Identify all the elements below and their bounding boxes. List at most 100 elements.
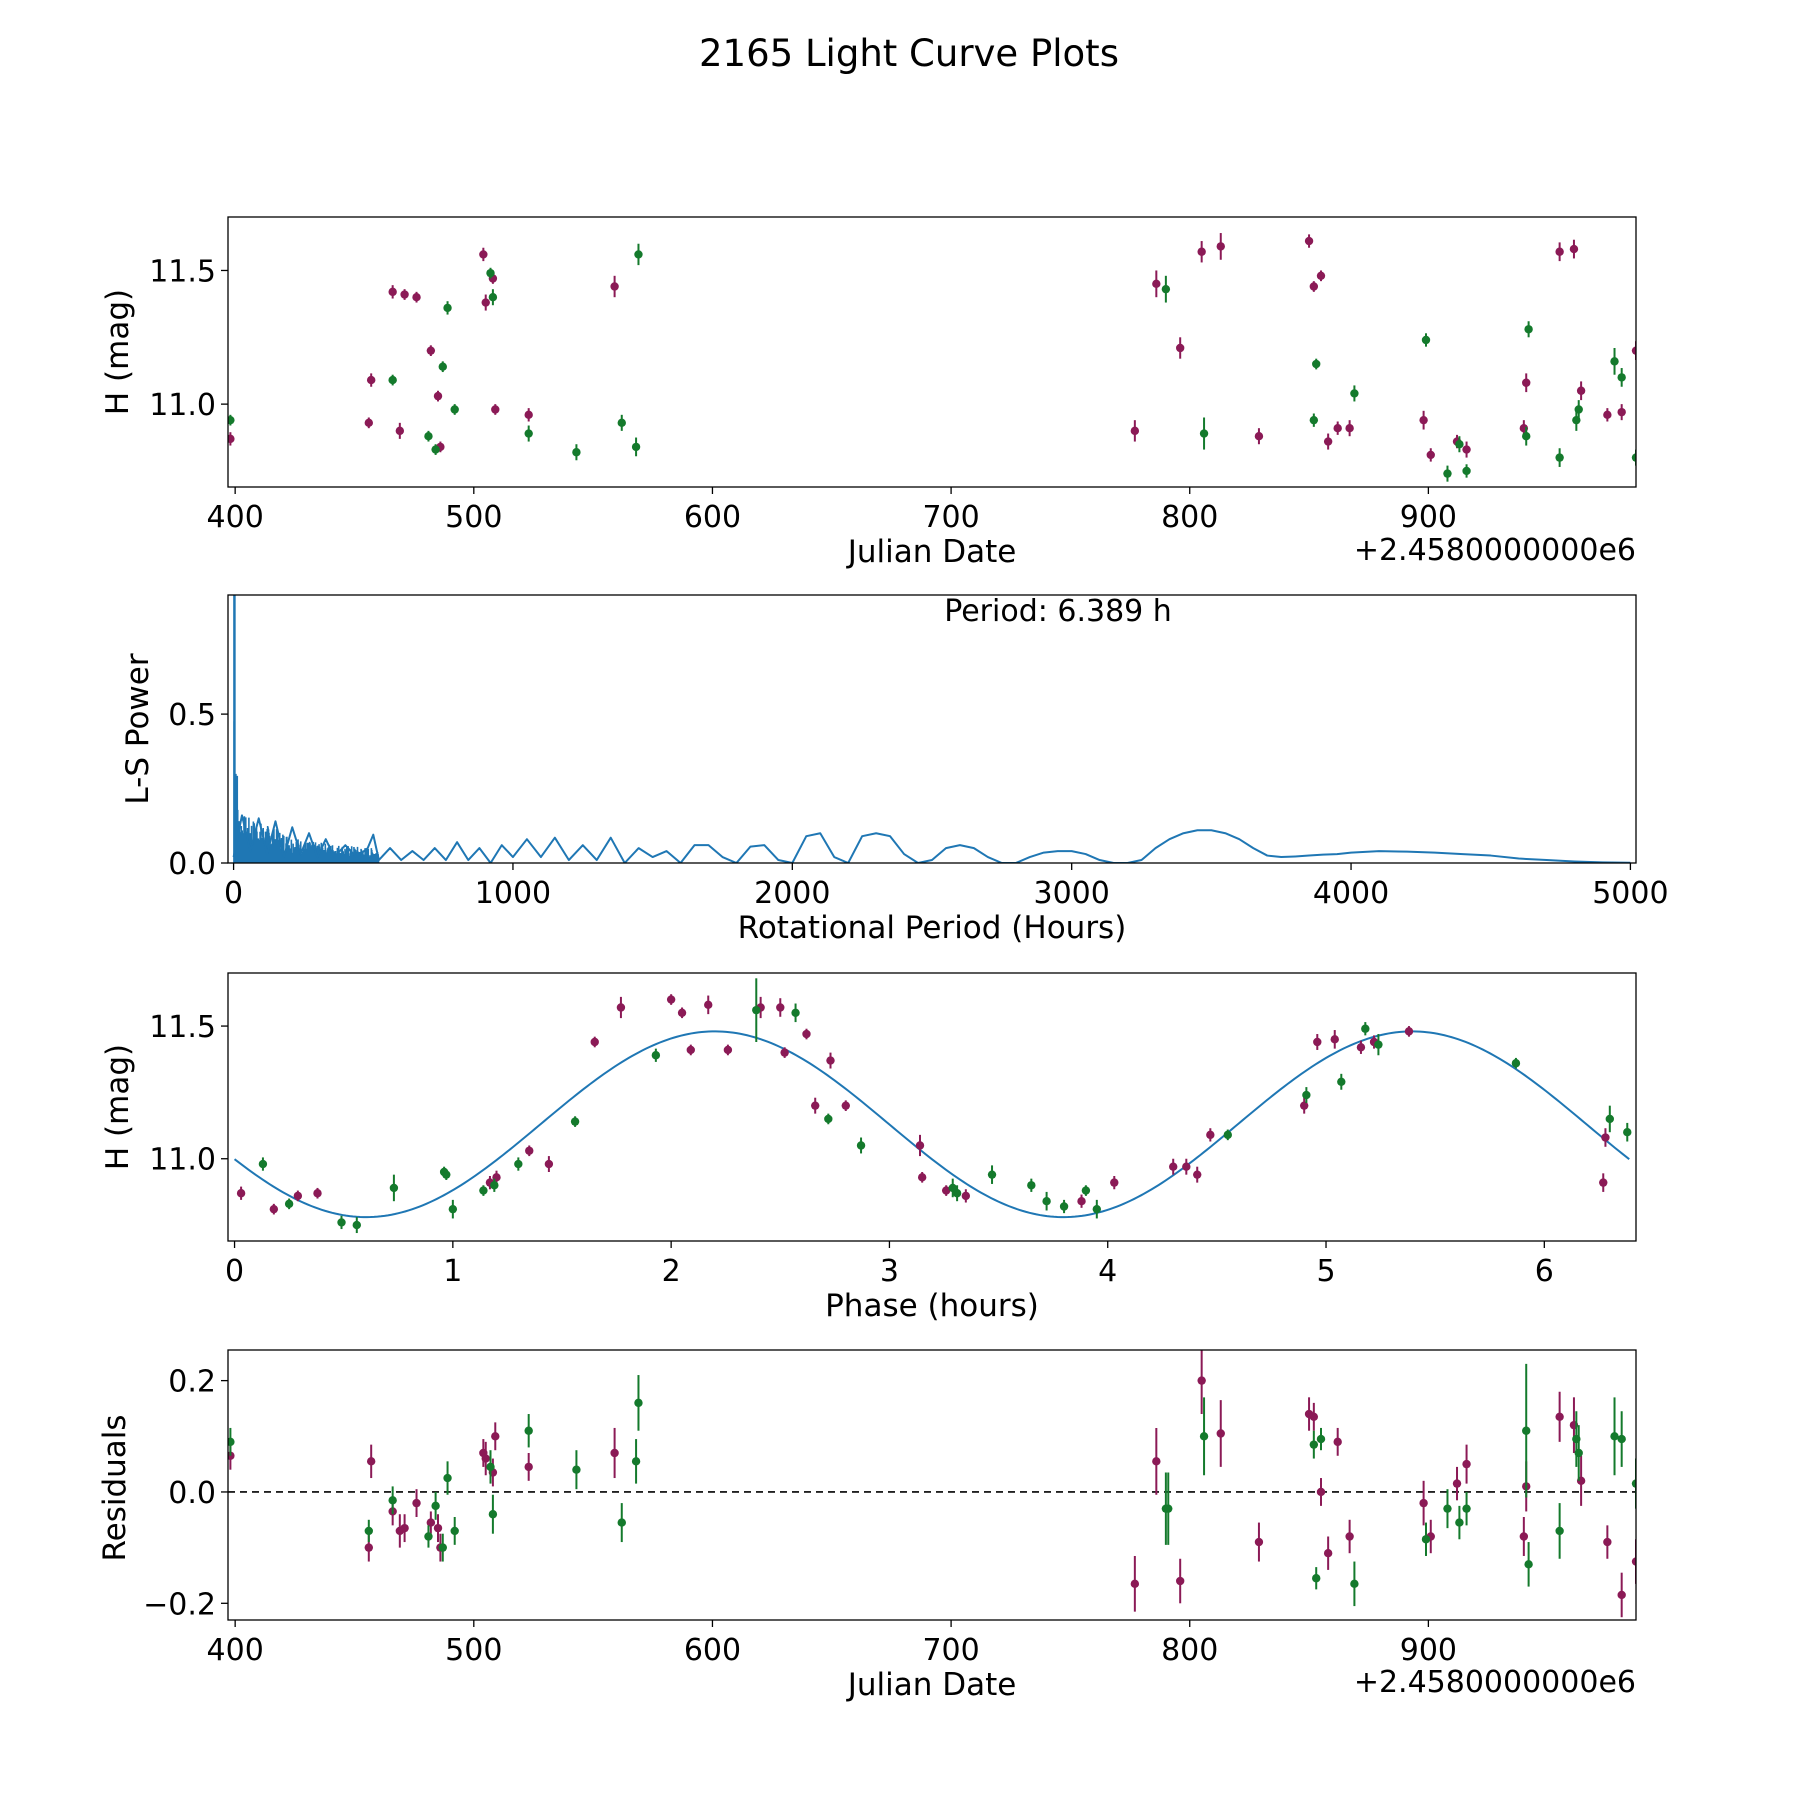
data-point	[438, 362, 447, 371]
data-point	[1152, 1457, 1161, 1466]
data-point	[491, 1432, 500, 1441]
data-point	[987, 1170, 997, 1179]
data-point	[448, 1204, 458, 1214]
phase-folded-ylabel: H (mag)	[100, 1044, 136, 1170]
x-tick-label: 700	[922, 1633, 979, 1668]
series-red	[236, 994, 1610, 1215]
data-point	[438, 1543, 447, 1552]
data-point	[1631, 453, 1636, 462]
data-point	[1361, 1024, 1370, 1033]
data-point	[388, 287, 397, 297]
data-point	[1182, 1162, 1191, 1171]
data-point	[941, 1186, 951, 1195]
data-point	[1130, 1579, 1140, 1589]
data-point	[1617, 407, 1626, 417]
phase-folded-axes-frame	[227, 972, 1637, 1242]
data-point	[1309, 1440, 1319, 1449]
series-red	[228, 233, 1636, 462]
data-point	[570, 1117, 580, 1126]
x-tick-label: 900	[1400, 1633, 1457, 1668]
data-point	[364, 1543, 373, 1552]
data-point	[525, 1146, 534, 1155]
data-point	[1462, 1504, 1471, 1513]
data-point	[572, 1465, 581, 1474]
data-point	[424, 432, 433, 441]
data-point	[1462, 445, 1471, 454]
data-point	[1337, 1077, 1346, 1086]
light-curve-y-ticks: 11.0 11.5	[149, 254, 228, 423]
data-point	[1323, 437, 1333, 446]
data-point	[1555, 453, 1564, 462]
periodogram-ylabel: L-S Power	[120, 653, 156, 804]
period-annotation: Period: 6.389 h	[944, 594, 1172, 629]
data-point	[1169, 1162, 1178, 1171]
data-point	[1610, 357, 1619, 366]
data-point	[491, 405, 500, 414]
data-point	[1130, 426, 1140, 436]
periodogram-line	[232, 814, 1631, 863]
data-point	[1199, 1432, 1209, 1441]
y-tick-label: 0.0	[168, 1476, 216, 1511]
x-tick-label: 2	[662, 1254, 681, 1289]
phase-folded-marks	[233, 978, 1632, 1234]
phase-folded-y-ticks: 11.0 11.5	[149, 1010, 228, 1178]
data-point	[1605, 1114, 1615, 1124]
data-point	[1623, 1128, 1632, 1137]
x-tick-label: 2000	[754, 876, 830, 911]
data-point	[481, 1454, 490, 1463]
data-point	[1452, 1479, 1462, 1488]
data-point	[634, 250, 643, 259]
data-point	[1455, 1518, 1464, 1527]
data-point	[1313, 1037, 1322, 1047]
data-point	[388, 375, 397, 385]
panel-residuals: 400 500 600 700 800 900 −0.2 0.0 0.2 Julian Dat…	[97, 1349, 1637, 1703]
data-point	[917, 1173, 927, 1182]
data-point	[395, 426, 405, 436]
data-point	[412, 1498, 421, 1508]
data-point	[1631, 346, 1636, 355]
data-point	[952, 1189, 962, 1198]
data-point	[1199, 429, 1209, 438]
data-point	[364, 1526, 373, 1536]
data-point	[1455, 440, 1464, 449]
x-tick-label: 500	[445, 1633, 502, 1668]
x-tick-label: 500	[445, 500, 502, 535]
y-tick-label: 0.0	[168, 847, 216, 882]
data-point	[961, 1191, 971, 1201]
y-tick-label: 0.2	[168, 1365, 216, 1400]
x-tick-label: 0	[225, 1254, 244, 1289]
data-point	[450, 1526, 459, 1536]
data-point	[424, 1532, 433, 1541]
data-point	[1316, 1434, 1326, 1444]
data-point	[433, 391, 443, 401]
panel-phase-folded: 0 1 2 3 4 5 6 11.0 11.5 Phase (hours) H (mag)	[100, 972, 1637, 1324]
data-point	[1299, 1101, 1309, 1110]
x-tick-label: 1	[443, 1254, 462, 1289]
data-point	[1309, 1412, 1319, 1422]
data-point	[1059, 1202, 1069, 1211]
data-point	[590, 1037, 599, 1047]
data-point	[704, 1000, 713, 1010]
data-point	[1345, 1532, 1354, 1541]
data-point	[1206, 1130, 1215, 1140]
data-point	[1350, 389, 1359, 398]
x-tick-label: 4000	[1313, 876, 1389, 911]
data-point	[258, 1159, 268, 1169]
data-point	[1216, 1429, 1225, 1438]
data-point	[915, 1141, 925, 1150]
data-point	[228, 1437, 235, 1447]
series-green	[228, 1363, 1636, 1607]
x-tick-label: 0	[224, 876, 243, 911]
data-point	[1309, 415, 1319, 425]
data-point	[389, 1183, 399, 1193]
data-point	[1304, 236, 1314, 246]
data-point	[856, 1141, 866, 1150]
data-point	[780, 1048, 789, 1057]
periodogram-y-ticks: 0.0 0.5	[168, 698, 228, 882]
data-point	[791, 1008, 800, 1018]
data-point	[1374, 1040, 1383, 1049]
light-curve-x-ticks: 400 500 600 700 800 900	[207, 487, 1457, 535]
data-point	[1419, 415, 1428, 425]
data-point	[1161, 284, 1171, 294]
